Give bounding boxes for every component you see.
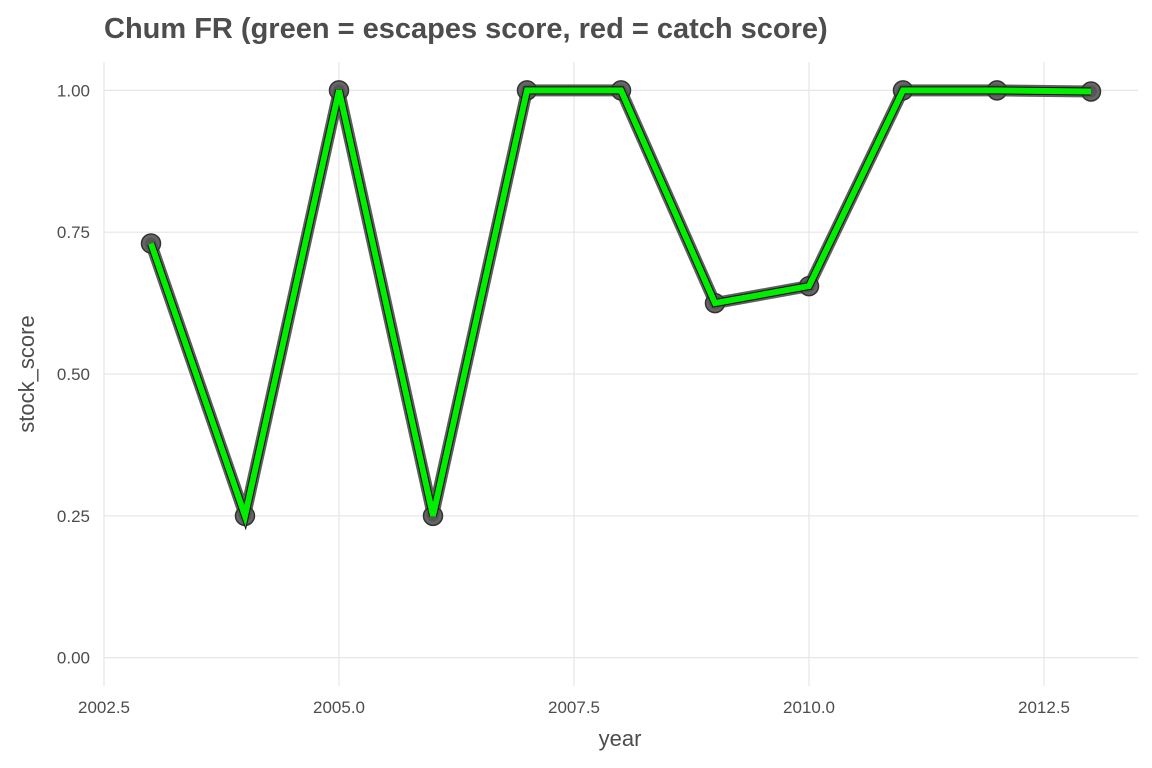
chart-title: Chum FR (green = escapes score, red = ca… <box>104 13 828 45</box>
x-axis-title: year <box>599 726 642 751</box>
series-layer <box>140 80 1102 531</box>
x-tick-label: 2005.0 <box>313 698 365 717</box>
x-tick-label: 2010.0 <box>783 698 835 717</box>
x-tick-label: 2012.5 <box>1018 698 1070 717</box>
y-tick-label: 1.00 <box>57 81 90 100</box>
x-tick-label: 2002.5 <box>78 698 130 717</box>
y-tick-label: 0.75 <box>57 223 90 242</box>
y-tick-label: 0.25 <box>57 507 90 526</box>
y-tick-label: 0.00 <box>57 649 90 668</box>
y-axis-title: stock_score <box>14 315 39 432</box>
y-tick-label: 0.50 <box>57 365 90 384</box>
x-tick-label: 2007.5 <box>548 698 600 717</box>
series-line <box>148 87 1092 527</box>
x-axis: 2002.5 2005.0 2007.5 2010.0 2012.5 <box>78 698 1070 717</box>
grid <box>103 62 1138 686</box>
y-axis: 0.00 0.25 0.50 0.75 1.00 <box>57 81 90 667</box>
